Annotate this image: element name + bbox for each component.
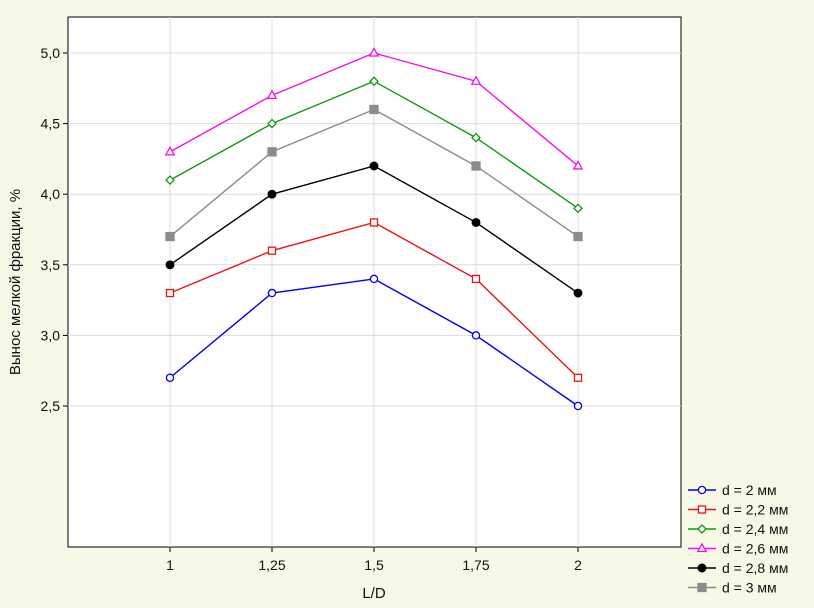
series-5 [165, 161, 583, 298]
data-point [573, 231, 583, 242]
data-point [165, 175, 175, 185]
data-point [573, 401, 583, 411]
series-4 [164, 47, 584, 170]
data-point [470, 75, 482, 85]
series-6 [165, 104, 583, 242]
legend-marker [696, 542, 708, 553]
series-1 [165, 274, 583, 411]
legend-item: d = 2,8 мм [688, 560, 788, 576]
data-point [165, 373, 175, 383]
y-tick-label: 4,0 [41, 186, 61, 202]
x-tick-label: 2 [574, 557, 582, 573]
data-point [471, 274, 481, 284]
data-point [267, 246, 277, 255]
data-point [368, 47, 380, 57]
data-point [266, 89, 278, 100]
legend-item: d = 2,6 мм [688, 541, 788, 557]
legend-label: d = 2 мм [722, 482, 777, 498]
x-tick-label: 1,5 [364, 557, 384, 573]
data-point [471, 331, 481, 340]
legend-item: d = 2,4 мм [688, 521, 788, 537]
legend-label: d = 2,4 мм [722, 521, 788, 537]
legend-marker [697, 582, 707, 593]
data-point [267, 147, 277, 157]
data-point [165, 260, 175, 270]
data-point [164, 146, 176, 156]
data-point [573, 288, 583, 298]
y-tick-label: 5,0 [41, 45, 61, 61]
legend-label: d = 2,2 мм [722, 502, 788, 518]
data-point [369, 76, 379, 87]
legend-marker [697, 485, 707, 495]
data-point [471, 132, 481, 143]
y-tick-label: 4,5 [41, 116, 61, 132]
y-axis-title: Вынос мелкой фракции, % [7, 189, 24, 375]
legend: d = 2 мм d = 2,2 мм d = 2,4 мм d = 2,6 мм d … [688, 482, 788, 596]
legend-marker [697, 524, 707, 534]
data-point [165, 231, 175, 242]
legend-marker [697, 505, 707, 514]
legend-label: d = 2,8 мм [722, 560, 788, 576]
data-point [369, 104, 379, 115]
legend-item: d = 2,2 мм [688, 502, 788, 518]
legend-label: d = 3 мм [722, 580, 777, 596]
data-point [471, 217, 481, 227]
legend-label: d = 2,6 мм [722, 541, 788, 557]
data-point [573, 203, 583, 214]
x-axis-title: L/D [362, 585, 386, 602]
legend-marker [697, 563, 707, 573]
y-axis-ticks: 2,5 3,0 3,5 4,0 4,5 5,0 [41, 45, 68, 414]
data-point [267, 189, 277, 199]
x-axis-ticks: 1 1,25 1,5 1,75 2 [166, 547, 582, 573]
data-point [471, 161, 481, 171]
legend-item: d = 3 мм [688, 580, 777, 596]
data-point [573, 373, 583, 382]
data-point [369, 274, 379, 284]
data-point [165, 288, 175, 298]
data-point [572, 160, 584, 170]
y-tick-label: 2,5 [41, 398, 61, 414]
data-point [267, 118, 277, 129]
series-group [164, 47, 584, 411]
data-point [369, 161, 379, 171]
y-tick-label: 3,5 [41, 257, 61, 273]
y-tick-label: 3,0 [41, 327, 61, 343]
x-tick-label: 1 [166, 557, 174, 573]
data-point [369, 218, 379, 227]
legend-item: d = 2 мм [688, 482, 777, 498]
series-2 [165, 218, 583, 382]
data-point [267, 288, 277, 298]
x-tick-label: 1,75 [462, 557, 489, 573]
series-3 [165, 76, 583, 214]
x-tick-label: 1,25 [258, 557, 285, 573]
